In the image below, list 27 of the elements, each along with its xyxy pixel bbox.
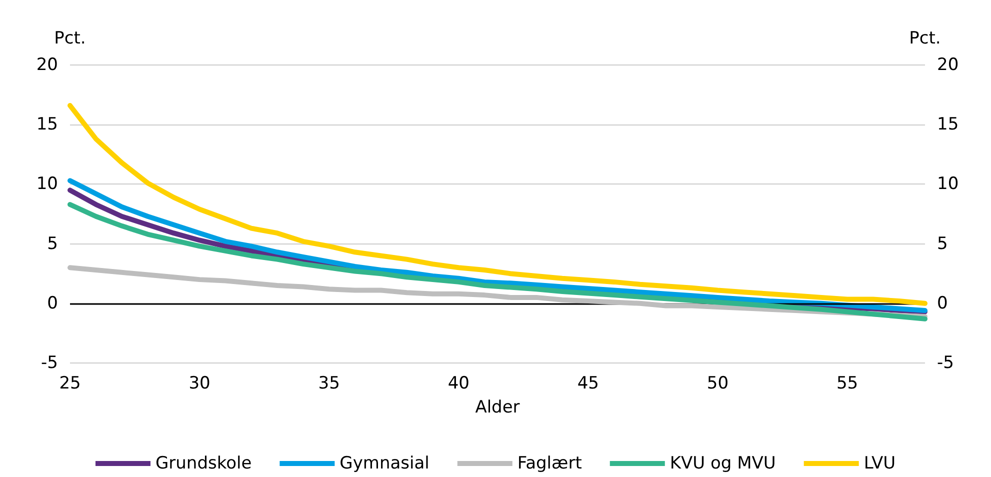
legend-label: Gymnasial [340, 454, 430, 474]
y2-tick-label: 0 [937, 293, 948, 314]
y-tick-label: 10 [36, 174, 58, 194]
legend-label: KVU og MVU [670, 454, 776, 474]
x-tick-label: 25 [59, 374, 81, 394]
y2-tick-label: 10 [937, 174, 959, 194]
legend-label: LVU [864, 454, 896, 474]
x-tick-label: 40 [448, 374, 470, 394]
y2-tick-label: 15 [937, 114, 959, 135]
x-tick-label: 45 [577, 374, 599, 394]
x-tick-label: 35 [318, 374, 340, 394]
x-tick-label: 55 [836, 374, 858, 394]
y-axis-title: Pct. [54, 28, 86, 48]
y2-axis-title: Pct. [909, 28, 941, 48]
y2-tick-label: -5 [937, 353, 954, 373]
y2-tick-label: 20 [937, 55, 959, 75]
x-axis-title: Alder [475, 398, 520, 418]
y-tick-label: 5 [47, 234, 58, 254]
x-tick-label: 30 [188, 374, 210, 394]
y2-tick-label: 5 [937, 234, 948, 254]
y-tick-label: 0 [47, 293, 58, 314]
x-tick-label: 50 [706, 374, 729, 394]
y-tick-label: -5 [41, 353, 58, 373]
y-tick-label: 15 [36, 114, 58, 135]
legend-label: Grundskole [155, 454, 252, 474]
legend-label: Faglært [517, 454, 582, 474]
y-tick-label: 20 [36, 55, 58, 75]
